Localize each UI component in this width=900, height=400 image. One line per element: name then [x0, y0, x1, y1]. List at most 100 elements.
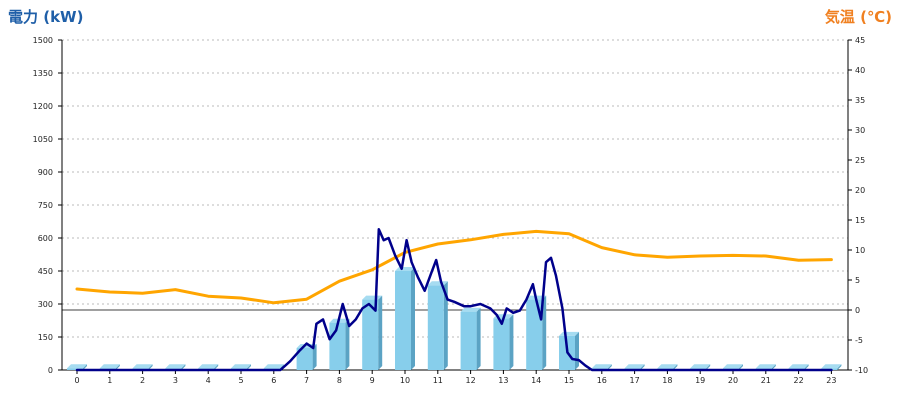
- right-tick-label: -10: [855, 366, 868, 375]
- right-tick-label: 0: [855, 306, 860, 315]
- bar-top: [591, 364, 612, 369]
- x-tick-label: 3: [173, 376, 178, 385]
- left-tick-label: 450: [38, 267, 53, 276]
- left-tick-label: 900: [38, 168, 53, 177]
- bar-side: [411, 267, 415, 370]
- bar-top: [99, 364, 120, 369]
- x-tick-label: 23: [826, 376, 836, 385]
- bar-side: [739, 364, 743, 370]
- x-tick-label: 8: [337, 376, 342, 385]
- bar-top: [198, 364, 219, 369]
- x-tick-label: 22: [794, 376, 804, 385]
- bar-top: [263, 364, 284, 369]
- bar-face: [67, 368, 83, 370]
- x-tick-label: 1: [107, 376, 112, 385]
- bar-top: [755, 364, 776, 369]
- x-tick-label: 4: [206, 376, 211, 385]
- right-tick-label: 40: [855, 66, 865, 75]
- left-tick-label: 750: [38, 201, 53, 210]
- right-tick-label: 25: [855, 156, 865, 165]
- right-axis-title: 気温 (℃): [824, 8, 892, 26]
- bar-side: [804, 364, 809, 370]
- right-tick-label: 15: [855, 216, 865, 225]
- left-tick-label: 1200: [33, 102, 53, 111]
- x-tick-label: 13: [498, 376, 508, 385]
- bar: [296, 344, 317, 370]
- bar-top: [460, 307, 481, 312]
- bar-side: [509, 314, 514, 370]
- bar-side: [115, 364, 120, 370]
- right-tick-label: 45: [855, 36, 865, 45]
- bar-side: [542, 295, 547, 370]
- x-tick-label: 5: [238, 376, 243, 385]
- bar-face: [526, 299, 543, 370]
- temperature-line: [75, 229, 833, 305]
- left-tick-label: 150: [38, 333, 53, 342]
- bar-side: [837, 364, 842, 370]
- bar: [329, 318, 350, 370]
- bar: [362, 295, 383, 370]
- bar-face: [362, 299, 379, 370]
- right-tick-label: 30: [855, 126, 865, 135]
- right-tick-label: 20: [855, 186, 865, 195]
- bar-face: [427, 285, 444, 370]
- bar-face: [493, 318, 510, 370]
- left-tick-label: 0: [48, 366, 53, 375]
- bar: [559, 331, 579, 370]
- bar-top: [821, 364, 842, 369]
- bar-top: [132, 364, 153, 369]
- bar-side: [607, 364, 612, 370]
- bar-top: [67, 364, 87, 369]
- bar-face: [395, 271, 411, 370]
- bar: [427, 281, 448, 370]
- bar-top: [690, 364, 711, 369]
- left-tick-label: 1050: [33, 135, 53, 144]
- x-tick-label: 15: [564, 376, 574, 385]
- right-tick-label: -5: [855, 336, 863, 345]
- bar-top: [657, 364, 678, 369]
- right-tick-label: 35: [855, 96, 865, 105]
- power-line: [75, 227, 833, 372]
- bar-top: [624, 364, 645, 369]
- x-tick-label: 17: [630, 376, 640, 385]
- bar-side: [83, 364, 87, 370]
- bar-side: [443, 281, 448, 370]
- x-tick-label: 18: [662, 376, 672, 385]
- bar-side: [706, 364, 711, 370]
- bar-top: [788, 364, 809, 369]
- x-tick-label: 2: [140, 376, 145, 385]
- bar-top: [723, 364, 743, 369]
- x-tick-label: 10: [400, 376, 410, 385]
- x-tick-label: 11: [433, 376, 443, 385]
- x-tick-label: 0: [74, 376, 79, 385]
- bar-side: [771, 364, 776, 370]
- bar-side: [247, 364, 251, 370]
- bar-side: [181, 364, 186, 370]
- left-axis-title: 電力 (kW): [8, 8, 84, 26]
- bar-series: [67, 267, 842, 370]
- x-tick-label: 12: [466, 376, 476, 385]
- bar-top: [165, 364, 186, 369]
- bar-side: [148, 364, 153, 370]
- x-tick-label: 16: [597, 376, 607, 385]
- x-tick-label: 9: [370, 376, 375, 385]
- bar-side: [345, 318, 350, 370]
- x-tick-label: 7: [304, 376, 309, 385]
- left-tick-label: 600: [38, 234, 53, 243]
- bar: [67, 364, 87, 370]
- x-tick-label: 19: [695, 376, 705, 385]
- x-tick-label: 6: [271, 376, 276, 385]
- bar-side: [640, 364, 645, 370]
- bar-top: [231, 364, 251, 369]
- bar-side: [476, 307, 481, 370]
- x-tick-label: 14: [531, 376, 541, 385]
- bar-side: [673, 364, 678, 370]
- left-tick-label: 1500: [33, 36, 53, 45]
- left-tick-label: 300: [38, 300, 53, 309]
- right-tick-label: 10: [855, 246, 865, 255]
- x-tick-label: 20: [728, 376, 738, 385]
- bar: [460, 307, 481, 370]
- bar-face: [460, 311, 477, 370]
- left-tick-label: 1350: [33, 69, 53, 78]
